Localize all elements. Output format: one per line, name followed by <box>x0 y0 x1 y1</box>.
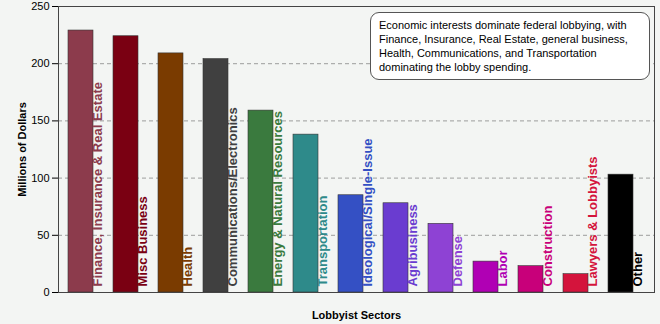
svg-text:150: 150 <box>31 114 49 126</box>
svg-text:Misc Business: Misc Business <box>135 196 150 286</box>
svg-text:Lawyers & Lobbyists: Lawyers & Lobbyists <box>585 156 600 286</box>
svg-text:Defense: Defense <box>450 236 465 287</box>
svg-text:Construction: Construction <box>540 206 555 287</box>
svg-text:Agribusiness: Agribusiness <box>405 204 420 286</box>
svg-text:Labor: Labor <box>495 250 510 286</box>
svg-text:Communications/Electronics: Communications/Electronics <box>225 107 240 286</box>
svg-text:Transportation: Transportation <box>315 195 330 286</box>
svg-text:Millions of Dollars: Millions of Dollars <box>16 102 28 197</box>
svg-text:200: 200 <box>31 57 49 69</box>
svg-text:50: 50 <box>37 229 49 241</box>
svg-text:Ideological/Single-Issue: Ideological/Single-Issue <box>360 138 375 286</box>
svg-text:250: 250 <box>31 0 49 12</box>
html-text:Economic interests dominate fe: Economic interests dominate federal lobb… <box>379 19 628 73</box>
svg-text:Health: Health <box>180 247 195 287</box>
svg-text:Other: Other <box>630 252 645 287</box>
svg-text:Lobbyist Sectors: Lobbyist Sectors <box>312 309 401 321</box>
svg-text:100: 100 <box>31 172 49 184</box>
svg-text:Finance, Insurance & Real Esta: Finance, Insurance & Real Estate <box>90 82 105 286</box>
svg-text:Energy & Natural Resources: Energy & Natural Resources <box>270 111 285 287</box>
svg-text:0: 0 <box>43 286 49 298</box>
